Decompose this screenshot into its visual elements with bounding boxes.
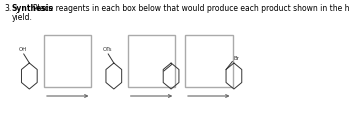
- Bar: [185, 35, 232, 87]
- Text: yield.: yield.: [12, 13, 33, 22]
- Text: OTs: OTs: [103, 47, 112, 52]
- Text: Synthesis: Synthesis: [12, 4, 54, 13]
- Text: 3.: 3.: [5, 4, 12, 13]
- Text: : Place reagents in each box below that would produce each product shown in the : : Place reagents in each box below that …: [28, 4, 350, 13]
- Text: OH: OH: [19, 47, 27, 52]
- Text: Br: Br: [233, 55, 239, 61]
- Bar: [44, 35, 91, 87]
- Bar: [128, 35, 175, 87]
